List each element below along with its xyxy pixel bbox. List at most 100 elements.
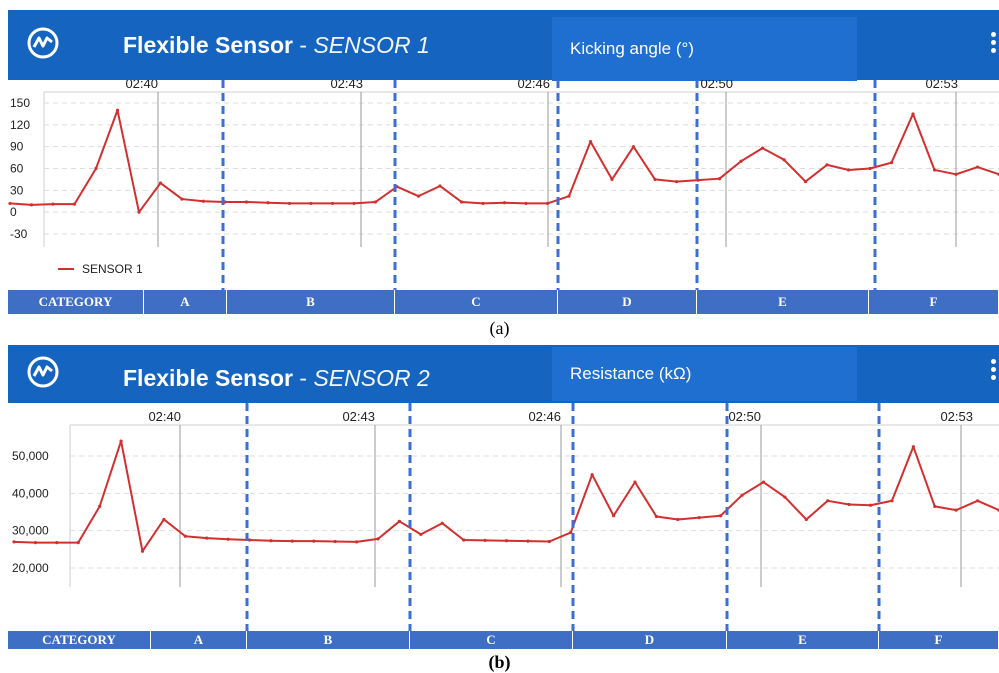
data-point [932, 168, 937, 172]
data-point [804, 517, 808, 522]
data-point [803, 180, 808, 184]
data-point [76, 541, 80, 545]
data-point [419, 532, 423, 536]
data-point [674, 180, 679, 184]
category-e: E [697, 290, 869, 314]
data-point [740, 493, 744, 497]
data-point [158, 181, 163, 185]
title-separator: - [299, 365, 308, 391]
chart-b: 50,000 40,000 30,000 20,000 02:40 02:43 02:46 0… [12, 403, 999, 631]
time-tick-label: 02:46 [517, 80, 550, 91]
y-tick-label: 40,000 [12, 486, 49, 500]
y-tick-label: 30,000 [12, 524, 49, 538]
data-point [55, 541, 59, 545]
panel-b: Flexible Sensor - SENSOR 2 Resistance (k… [8, 345, 999, 649]
data-point [459, 200, 464, 204]
y-tick-label: 60 [10, 162, 24, 176]
y-tick-label: 120 [10, 118, 30, 132]
data-point [825, 163, 829, 167]
category-c: C [395, 290, 558, 314]
data-point [12, 540, 16, 544]
data-point [247, 538, 252, 542]
category-bar: CATEGORY A B C D E F [8, 631, 999, 649]
time-tick-label: 02:53 [940, 409, 973, 424]
data-point [115, 108, 120, 112]
category-b: B [247, 631, 410, 649]
data-point [483, 538, 487, 542]
data-point [502, 201, 507, 205]
data-point [244, 200, 249, 204]
data-point [51, 202, 55, 206]
category-b: B [227, 290, 395, 314]
data-point [761, 480, 766, 484]
title-separator: - [299, 32, 308, 58]
data-point [72, 202, 77, 206]
data-point [266, 201, 270, 205]
app-logo-icon [27, 356, 59, 388]
data-point [205, 536, 209, 540]
data-point [719, 514, 723, 518]
data-point [954, 508, 958, 512]
data-point [94, 166, 98, 171]
data-point [183, 534, 187, 538]
data-point [911, 112, 915, 116]
data-point [481, 201, 485, 206]
data-point [782, 158, 786, 162]
category-a: A [151, 631, 247, 649]
time-tick-label: 02:50 [700, 80, 733, 91]
data-point [98, 504, 102, 508]
data-point [975, 499, 980, 503]
category-d: D [573, 631, 727, 649]
y-tick-label: 0 [10, 205, 17, 219]
data-point [397, 519, 402, 523]
data-point [933, 504, 937, 508]
data-point [975, 165, 980, 169]
data-point [180, 197, 184, 201]
data-point [373, 200, 378, 204]
category-e: E [727, 631, 879, 649]
y-tick-label: -30 [10, 227, 28, 241]
data-point [309, 201, 313, 206]
data-point [312, 539, 316, 543]
measure-label: Kicking angle (°) [552, 17, 857, 81]
more-menu-icon[interactable] [991, 32, 997, 56]
data-point [440, 521, 444, 525]
data-point [547, 539, 551, 544]
y-tick-label: 150 [10, 96, 30, 110]
data-point [890, 499, 894, 503]
data-point [717, 177, 722, 181]
data-point [760, 146, 765, 150]
app-title: Flexible Sensor - SENSOR 2 [123, 365, 430, 392]
y-tick-label: 90 [10, 140, 24, 154]
more-menu-icon[interactable] [991, 359, 997, 383]
data-point [739, 159, 743, 163]
caption-b: (b) [488, 652, 511, 672]
data-point [201, 199, 206, 203]
legend-label: SENSOR 1 [82, 262, 143, 276]
data-point [333, 539, 337, 544]
data-point [140, 549, 145, 553]
data-point [504, 539, 509, 543]
category-d: D [558, 290, 697, 314]
data-point [137, 210, 141, 214]
data-point [654, 514, 658, 519]
data-point [846, 168, 851, 172]
y-tick-label: 50,000 [12, 449, 49, 463]
data-point [352, 201, 356, 206]
data-point [590, 473, 594, 477]
data-point [783, 495, 787, 499]
app-logo-icon [27, 27, 59, 59]
category-f: F [879, 631, 999, 649]
category-header: CATEGORY [8, 290, 144, 314]
category-a: A [144, 290, 227, 314]
measure-label: Resistance (kΩ) [552, 347, 857, 401]
caption-a: (a) [489, 318, 510, 338]
data-point [653, 177, 657, 182]
data-point [696, 178, 700, 182]
data-point [8, 201, 12, 206]
data-point [847, 502, 851, 507]
data-point [588, 139, 593, 144]
data-point [633, 480, 637, 484]
data-point [29, 203, 34, 207]
time-tick-label: 02:43 [342, 409, 375, 424]
